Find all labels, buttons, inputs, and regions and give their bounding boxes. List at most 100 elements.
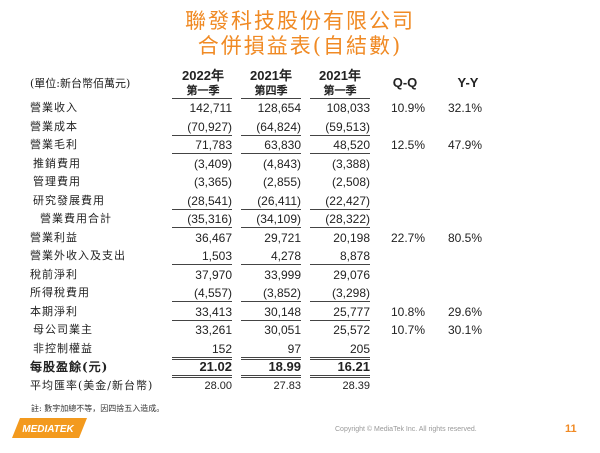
table-row: 所得稅費用 (4,557) (3,852) (3,298) xyxy=(0,284,600,302)
row-label: 母公司業主 xyxy=(33,323,93,336)
value-cell: 30,051 xyxy=(264,323,301,337)
value-cell: (70,927) xyxy=(187,119,232,134)
value-cell: (4,843) xyxy=(262,156,301,171)
table-row: 營業外收入及支出 1,503 4,278 8,878 xyxy=(0,247,600,265)
value-cell: 28.00 xyxy=(204,379,232,392)
value-cell: (35,316) xyxy=(187,212,232,226)
row-underline xyxy=(172,134,232,136)
row-underline xyxy=(172,301,232,302)
row-underline xyxy=(172,319,232,321)
table-row: 研究發展費用 (28,541) (26,411) (22,427) xyxy=(0,192,600,210)
value-cell: 25,777 xyxy=(333,304,370,319)
value-cell: 16.21 xyxy=(337,359,370,374)
row-label: 營業毛利 xyxy=(30,138,78,151)
row-underline xyxy=(241,319,301,321)
row-label: 所得稅費用 xyxy=(30,286,90,299)
table-row: 母公司業主 33,261 30,051 25,572 10.7% 30.1% xyxy=(0,321,600,339)
row-underline xyxy=(310,208,370,210)
table-row: 本期淨利 33,413 30,148 25,777 10.8% 29.6% xyxy=(0,303,600,321)
value-cell: 33,261 xyxy=(195,323,232,337)
row-underline xyxy=(241,356,301,360)
value-cell: (22,427) xyxy=(325,193,370,208)
yy-header: Y-Y xyxy=(457,75,479,90)
value-cell: 29,721 xyxy=(264,230,301,245)
value-cell: (59,513) xyxy=(325,119,370,134)
table-row: 非控制權益 152 97 205 xyxy=(0,340,600,358)
value-cell: 33,413 xyxy=(195,304,232,319)
value-cell: (2,508) xyxy=(331,175,370,189)
yy-cell: 32.1% xyxy=(447,101,482,115)
row-label: 本期淨利 xyxy=(30,304,78,318)
value-cell: 27.83 xyxy=(273,379,301,392)
row-label: 營業費用合計 xyxy=(40,212,112,225)
row-label: 推銷費用 xyxy=(33,156,81,170)
value-cell: 36,467 xyxy=(195,230,232,245)
row-label: 研究發展費用 xyxy=(33,193,105,207)
table-row: 營業毛利 71,783 63,830 48,520 12.5% 47.9% xyxy=(0,136,600,154)
value-cell: 30,148 xyxy=(264,304,301,319)
row-underline xyxy=(310,227,370,228)
value-cell: 4,278 xyxy=(270,249,301,263)
qq-header: Q-Q xyxy=(392,75,418,90)
value-cell: (34,109) xyxy=(256,212,301,226)
value-cell: 97 xyxy=(287,341,301,356)
value-cell: (28,322) xyxy=(325,212,370,226)
row-label: 營業收入 xyxy=(30,101,78,114)
column-quarter: 第一季 xyxy=(186,84,220,97)
row-underline xyxy=(172,208,232,210)
row-label: 每股盈餘(元) xyxy=(30,360,109,374)
table-row: 稅前淨利 37,970 33,999 29,076 xyxy=(0,266,600,284)
value-cell: 205 xyxy=(349,341,370,356)
value-cell: 142,711 xyxy=(189,101,233,115)
value-cell: (26,411) xyxy=(257,193,301,208)
row-underline xyxy=(310,264,370,265)
row-underline xyxy=(172,356,232,360)
mediatek-logo: MEDIATEK xyxy=(12,418,87,438)
unit-label: (單位:新台幣佰萬元) xyxy=(30,77,131,90)
table-row: 營業利益 36,467 29,721 20,198 22.7% 80.5% xyxy=(0,229,600,247)
header-underline xyxy=(310,98,370,99)
value-cell: 152 xyxy=(211,341,232,356)
row-underline xyxy=(172,227,232,228)
row-underline xyxy=(310,153,370,154)
row-label: 非控制權益 xyxy=(33,341,93,355)
svg-text:MEDIATEK: MEDIATEK xyxy=(22,424,74,435)
yy-cell: 29.6% xyxy=(447,304,482,319)
page-number: 11 xyxy=(565,423,577,435)
row-underline xyxy=(172,153,232,154)
table-row: 營業費用合計 (35,316) (34,109) (28,322) xyxy=(0,210,600,228)
column-year: 2021年 xyxy=(250,68,292,83)
value-cell: (3,409) xyxy=(193,156,232,171)
row-label: 平均匯率(美金/新台幣) xyxy=(30,378,154,392)
qq-cell: 10.8% xyxy=(390,304,425,319)
value-cell: (3,388) xyxy=(331,156,370,171)
value-cell: (3,365) xyxy=(193,175,232,189)
table-row: 營業成本 (70,927) (64,824) (59,513) xyxy=(0,118,600,136)
value-cell: 25,572 xyxy=(333,323,370,337)
yy-cell: 80.5% xyxy=(447,230,482,245)
column-quarter: 第四季 xyxy=(254,84,288,97)
yy-cell: 30.1% xyxy=(447,323,482,337)
value-cell: 28.39 xyxy=(342,379,370,392)
value-cell: 48,520 xyxy=(333,138,370,152)
row-underline xyxy=(172,375,232,378)
qq-cell: 10.9% xyxy=(390,101,425,115)
row-underline xyxy=(241,375,301,378)
value-cell: 128,654 xyxy=(257,101,301,115)
column-header-3: 2021年 第一季 xyxy=(309,68,371,98)
statement-title: 合併損益表(自結數) xyxy=(197,34,403,58)
row-underline xyxy=(310,356,370,360)
column-header-1: 2022年 第一季 xyxy=(172,68,234,98)
table-row: 每股盈餘(元) 21.02 18.99 16.21 xyxy=(0,358,600,376)
value-cell: (3,852) xyxy=(262,286,301,300)
qq-cell: 12.5% xyxy=(390,138,425,152)
header-underline xyxy=(241,98,301,99)
value-cell: 29,076 xyxy=(333,267,370,282)
value-cell: 18.99 xyxy=(268,359,301,374)
company-title: 聯發科技股份有限公司 xyxy=(185,9,415,33)
value-cell: 21.02 xyxy=(199,359,232,374)
row-underline xyxy=(241,208,301,210)
value-cell: 71,783 xyxy=(195,138,232,152)
row-label: 營業利益 xyxy=(30,230,78,244)
